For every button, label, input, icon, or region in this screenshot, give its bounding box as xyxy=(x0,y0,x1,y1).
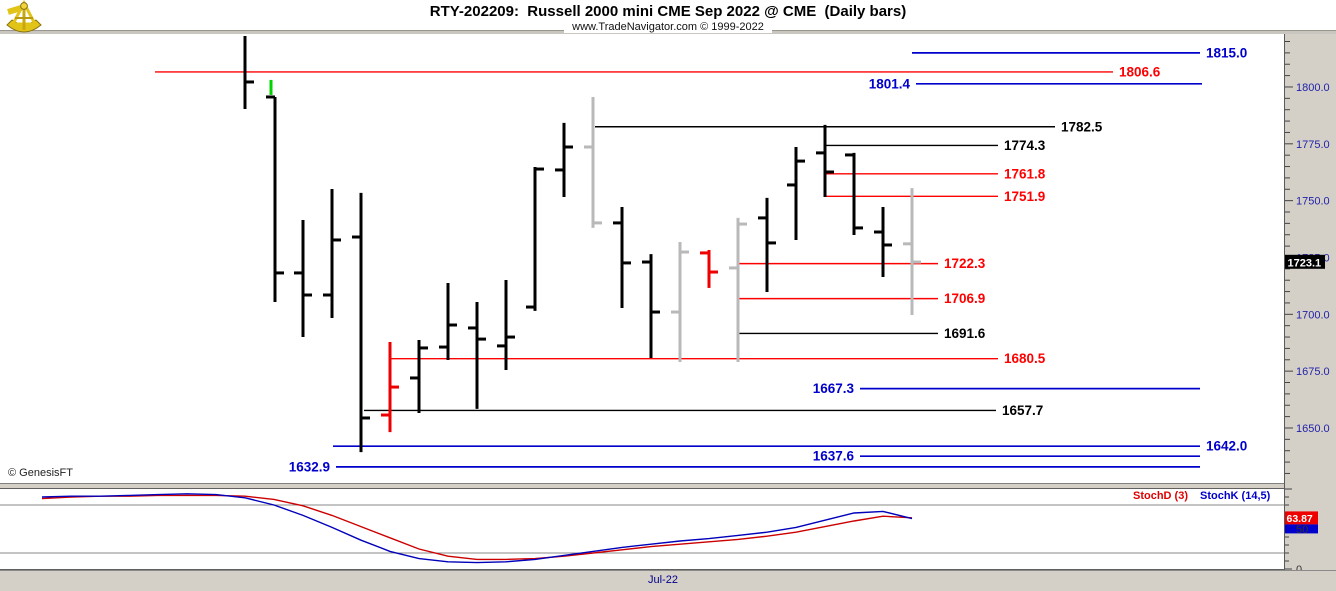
price-level-label: 1774.3 xyxy=(1004,138,1046,153)
price-level-label: 1722.3 xyxy=(944,256,986,271)
price-level-label: 1815.0 xyxy=(1206,45,1247,60)
axis-price-label: 1750.0 xyxy=(1296,196,1330,208)
stochd-line xyxy=(41,494,913,561)
axis-price-label: 1700.0 xyxy=(1296,309,1330,321)
stochd-value-badge xyxy=(1285,511,1318,525)
price-level-label: 1642.0 xyxy=(1206,439,1247,454)
stochk-line xyxy=(41,493,913,564)
stoch-axis-label: 0 xyxy=(1296,564,1302,570)
price-level-label: 1806.6 xyxy=(1119,64,1161,79)
last-price-badge-value: 1723.1 xyxy=(1288,257,1322,269)
genesisft-watermark: © GenesisFT xyxy=(8,467,73,479)
price-level-label: 1706.9 xyxy=(944,291,985,306)
axis-price-label: 1775.0 xyxy=(1296,139,1330,151)
stochastic-plot-area[interactable] xyxy=(0,488,1284,570)
axis-price-label: 1675.0 xyxy=(1296,366,1330,378)
chart-subtitle: www.TradeNavigator.com © 1999-2022 xyxy=(0,21,1336,33)
price-level-label: 1751.9 xyxy=(1004,189,1045,204)
price-level-label: 1782.5 xyxy=(1061,119,1103,134)
time-axis[interactable]: Jul-22 xyxy=(0,570,1336,591)
price-plot-area[interactable]: 1815.0 1806.6 1801.4 1782.5 1774.3 1761.8 1751… xyxy=(0,34,1284,483)
legend-item-stochk[interactable]: StochK (14,5) xyxy=(1200,490,1271,502)
axis-price-label: 1800.0 xyxy=(1296,82,1330,94)
price-level-label: 1667.3 xyxy=(813,381,855,396)
price-level-label: 1801.4 xyxy=(869,76,911,91)
panel-divider xyxy=(0,483,1284,489)
last-price-badge xyxy=(1285,254,1325,269)
stochd-value-badge-text: 63.87 xyxy=(1287,513,1313,525)
price-level-label: 1657.7 xyxy=(1002,403,1043,418)
price-level-label: 1761.8 xyxy=(1004,166,1046,181)
stoch-axis-label: 50 xyxy=(1296,524,1308,536)
price-level-label: 1637.6 xyxy=(813,449,855,464)
time-axis-label: Jul-22 xyxy=(648,574,678,586)
chart-title: RTY-202209: Russell 2000 mini CME Sep 20… xyxy=(429,3,907,20)
price-axis[interactable]: 1800.01775.01750.01725.01700.01675.01650… xyxy=(1284,34,1336,570)
trade-navigator-sextant-logo xyxy=(2,0,46,42)
stochk-value-badge xyxy=(1285,524,1318,534)
price-level-label: 1691.6 xyxy=(944,326,986,341)
legend-item-stochd[interactable]: StochD (3) xyxy=(1133,490,1188,502)
axis-price-label: 1650.0 xyxy=(1296,423,1330,435)
price-level-label: 1680.5 xyxy=(1004,351,1046,366)
price-level-label: 1632.9 xyxy=(289,459,330,474)
